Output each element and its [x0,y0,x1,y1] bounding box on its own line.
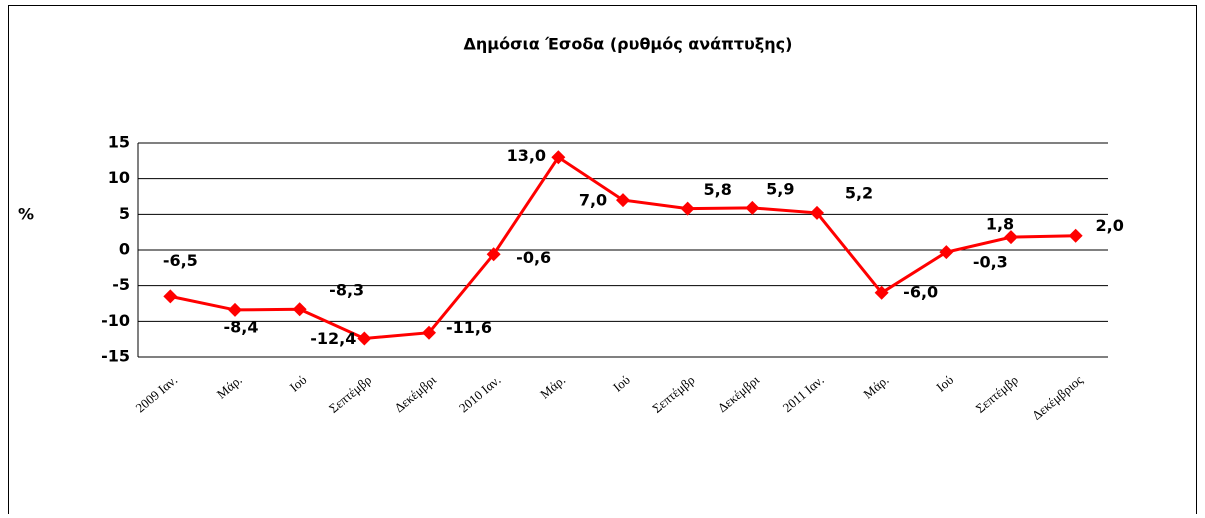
data-point [1068,228,1083,243]
data-label: -8,3 [329,281,364,300]
data-label: -0,3 [973,253,1008,272]
data-label: 2,0 [1095,216,1123,235]
y-tick-label: -15 [101,347,130,366]
data-point [745,200,760,215]
data-point [616,193,630,208]
y-tick-label: 15 [108,133,130,152]
data-point [810,205,824,220]
chart-frame [8,5,1197,518]
data-label: 1,8 [986,215,1014,234]
data-point [422,325,436,340]
data-point [874,285,889,300]
data-label: -6,0 [903,282,938,301]
data-point [680,201,695,216]
data-label: 5,9 [766,179,794,198]
y-tick-label: 10 [108,168,130,187]
data-label: 5,2 [845,183,873,202]
data-label: -8,4 [224,317,259,336]
data-label: 7,0 [579,191,607,210]
y-axis-label: % [18,205,34,224]
data-point [486,247,501,262]
data-point [163,289,178,304]
data-point [551,150,566,165]
y-tick-label: -10 [101,311,130,330]
data-label: -11,6 [446,318,492,337]
data-label: 13,0 [507,146,546,165]
chart-title: Δημόσια Έσοδα (ρυθμός ανάπτυξης) [464,35,793,54]
data-point [357,331,372,346]
data-label: -12,4 [310,329,356,348]
data-point [1004,230,1018,245]
data-label: -0,6 [516,248,551,267]
y-tick-label: -5 [112,275,130,294]
data-point [292,302,307,317]
data-point [939,245,954,260]
y-tick-label: 5 [119,204,130,223]
data-label: -6,5 [163,251,198,270]
data-point [228,302,242,317]
data-label: 5,8 [703,180,731,199]
y-tick-label: 0 [119,240,130,259]
